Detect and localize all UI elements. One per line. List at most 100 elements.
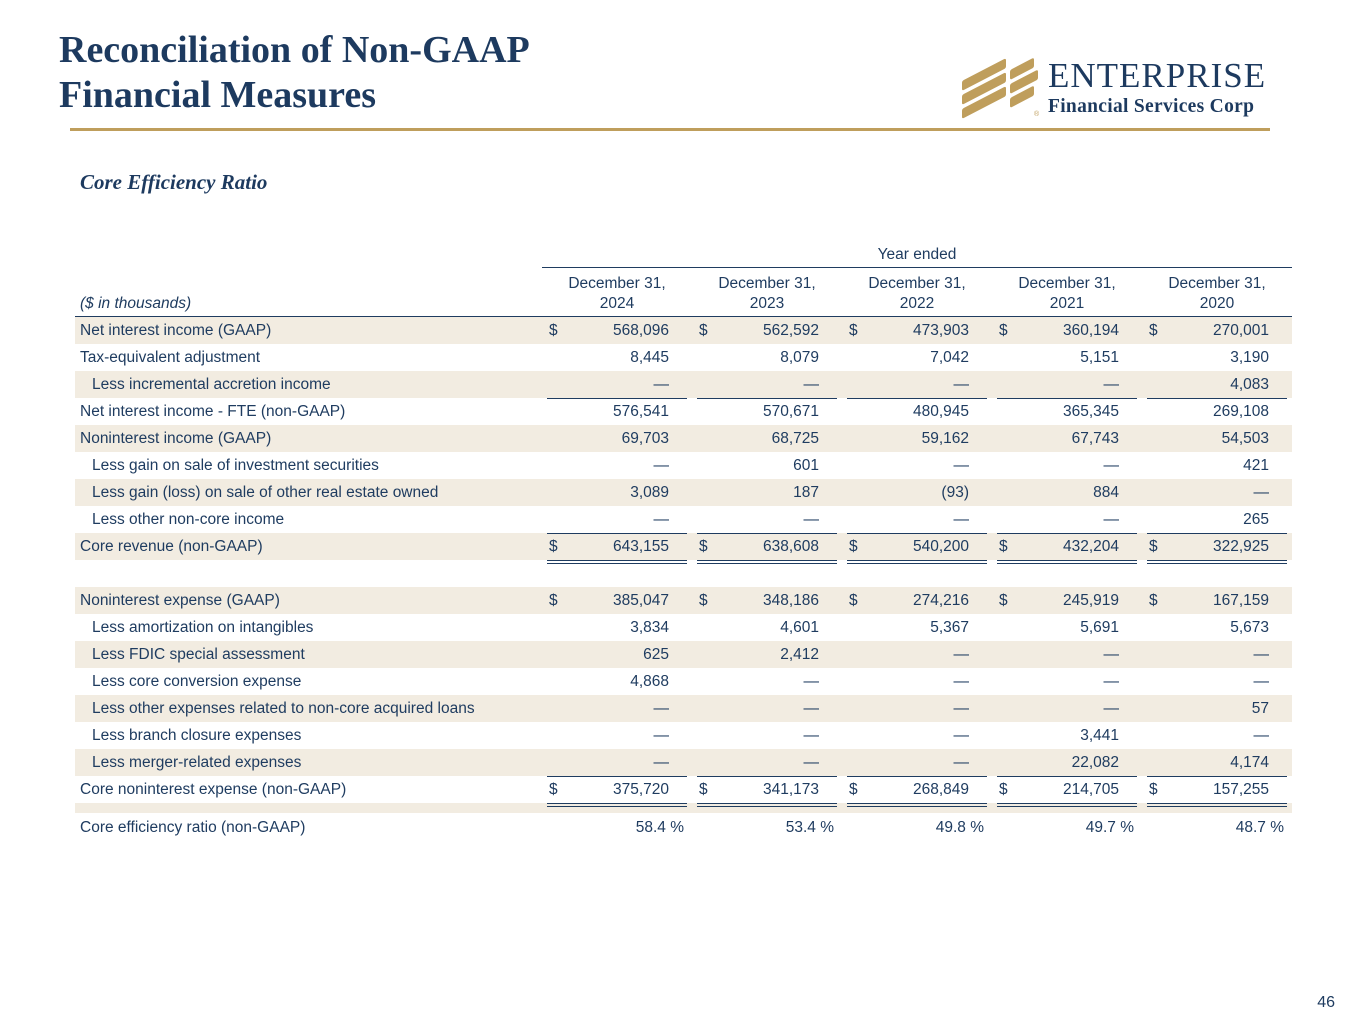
row-value: 53.4 % <box>785 819 834 836</box>
row-value: 365,345 <box>1062 402 1119 420</box>
row-label: Less gain on sale of investment securiti… <box>92 456 379 474</box>
row-value: 69,703 <box>621 429 669 447</box>
page-title-line2: Financial Measures <box>59 73 377 116</box>
row-label: Less other expenses related to non-core … <box>92 699 475 717</box>
dollar-sign: $ <box>699 537 708 555</box>
row-value-cell: — <box>842 506 992 534</box>
row-label: Less incremental accretion income <box>92 375 331 393</box>
section-subtitle: Core Efficiency Ratio <box>80 170 268 194</box>
row-value-cell: 884 <box>992 479 1142 506</box>
row-value: 4,083 <box>1230 375 1269 393</box>
row-value: 884 <box>1093 483 1119 501</box>
row-value: (93) <box>941 483 969 501</box>
row-value-cell: — <box>542 722 692 749</box>
row-value: 576,541 <box>612 402 669 420</box>
row-value: 601 <box>793 456 819 474</box>
row-value: 5,151 <box>1080 348 1119 366</box>
row-value-cell: — <box>692 371 842 399</box>
row-value-cell: — <box>992 506 1142 534</box>
row-value: 49.7 % <box>1085 819 1134 836</box>
row-value-cell: 265 <box>1142 506 1292 534</box>
row-label: Tax-equivalent adjustment <box>80 348 261 366</box>
row-value-cell: — <box>692 506 842 534</box>
column-header-row: ($ in thousands) December 31, 2024 Decembe… <box>75 268 1292 317</box>
row-value-cell: — <box>992 641 1142 668</box>
table-row: Net interest income (GAAP) $568,096 $562,5… <box>75 317 1292 344</box>
table-row: Less other expenses related to non-core … <box>75 695 1292 722</box>
row-value-cell: 5,367 <box>842 614 992 641</box>
row-value: — <box>653 726 670 744</box>
row-value-cell: 187 <box>692 479 842 506</box>
table-row: Core efficiency ratio (non-GAAP) 58.4 % 53… <box>75 813 1292 843</box>
table-row: Less gain (loss) on sale of other real e… <box>75 479 1292 506</box>
row-value-cell: 7,042 <box>842 344 992 371</box>
row-value: — <box>953 375 970 393</box>
dollar-sign: $ <box>999 537 1008 555</box>
column-header-line1: December 31, <box>1168 275 1266 293</box>
row-value-cell: 570,671 <box>692 398 842 425</box>
row-value: — <box>1253 672 1270 690</box>
row-value-cell: — <box>992 371 1142 399</box>
table-row: Less incremental accretion income — — — — 4,0… <box>75 371 1292 399</box>
table-row: Less amortization on intangibles 3,834 4,6… <box>75 614 1292 641</box>
row-value: — <box>953 699 970 717</box>
logo-tagline: Financial Services Corp <box>1048 96 1255 117</box>
table-row: Less merger-related expenses — — — 22,082 4,1… <box>75 749 1292 777</box>
column-header-year: 2024 <box>599 294 635 312</box>
row-label: Less FDIC special assessment <box>92 645 305 663</box>
row-label: Less gain (loss) on sale of other real e… <box>92 483 439 501</box>
row-value-cell: — <box>1142 722 1292 749</box>
row-value-cell: 3,190 <box>1142 344 1292 371</box>
table-spacer-row <box>75 803 1292 813</box>
row-value: 49.8 % <box>935 819 984 836</box>
row-value-cell: 625 <box>542 641 692 668</box>
row-value: — <box>803 672 820 690</box>
row-value: 360,194 <box>1062 321 1119 339</box>
column-header-line1: December 31, <box>718 275 816 293</box>
row-value-cell: 601 <box>692 452 842 479</box>
row-value-cell: $540,200 <box>842 533 992 564</box>
row-value: 540,200 <box>912 537 969 555</box>
row-value: — <box>1253 483 1270 501</box>
table-row: Less core conversion expense 4,868 — — — — <box>75 668 1292 695</box>
row-value: 3,089 <box>630 483 669 501</box>
row-value: 68,725 <box>771 429 819 447</box>
row-value-cell: 53.4 % <box>692 813 842 843</box>
dollar-sign: $ <box>699 321 708 339</box>
row-value-cell: $245,919 <box>992 587 1142 614</box>
row-value-cell: 576,541 <box>542 398 692 425</box>
table-row: Less FDIC special assessment 625 2,412 — — — <box>75 641 1292 668</box>
table-row: Core revenue (non-GAAP) $643,155 $638,608 $… <box>75 533 1292 564</box>
row-value-cell: 48.7 % <box>1142 813 1292 843</box>
row-value-cell: 4,868 <box>542 668 692 695</box>
row-value: — <box>803 510 820 528</box>
row-value: — <box>1103 645 1120 663</box>
row-value-cell: — <box>692 668 842 695</box>
row-value-cell: 54,503 <box>1142 425 1292 452</box>
row-value-cell: — <box>842 452 992 479</box>
row-label: Less other non-core income <box>92 510 285 528</box>
row-value-cell: (93) <box>842 479 992 506</box>
row-value-cell: 49.8 % <box>842 813 992 843</box>
row-value-cell: — <box>842 749 992 777</box>
column-header-2022: December 31, 2022 <box>842 268 992 316</box>
row-value-cell: 68,725 <box>692 425 842 452</box>
table-spacer-row <box>75 560 1292 587</box>
row-value-cell: $274,216 <box>842 587 992 614</box>
row-value-cell: — <box>692 695 842 722</box>
row-value: 385,047 <box>612 591 669 609</box>
row-value: 638,608 <box>762 537 819 555</box>
header-divider-rule <box>70 128 1270 131</box>
row-value-cell: — <box>842 722 992 749</box>
row-value: 480,945 <box>912 402 969 420</box>
row-value-cell: — <box>1142 641 1292 668</box>
row-value: 473,903 <box>912 321 969 339</box>
row-value-cell: $268,849 <box>842 776 992 807</box>
row-value: 643,155 <box>612 537 669 555</box>
table-row: Less branch closure expenses — — — 3,441 — <box>75 722 1292 749</box>
column-header-line1: December 31, <box>568 275 666 293</box>
row-value-cell: — <box>1142 479 1292 506</box>
row-value-cell: 480,945 <box>842 398 992 425</box>
units-note: ($ in thousands) <box>80 295 192 312</box>
row-value: 67,743 <box>1071 429 1119 447</box>
